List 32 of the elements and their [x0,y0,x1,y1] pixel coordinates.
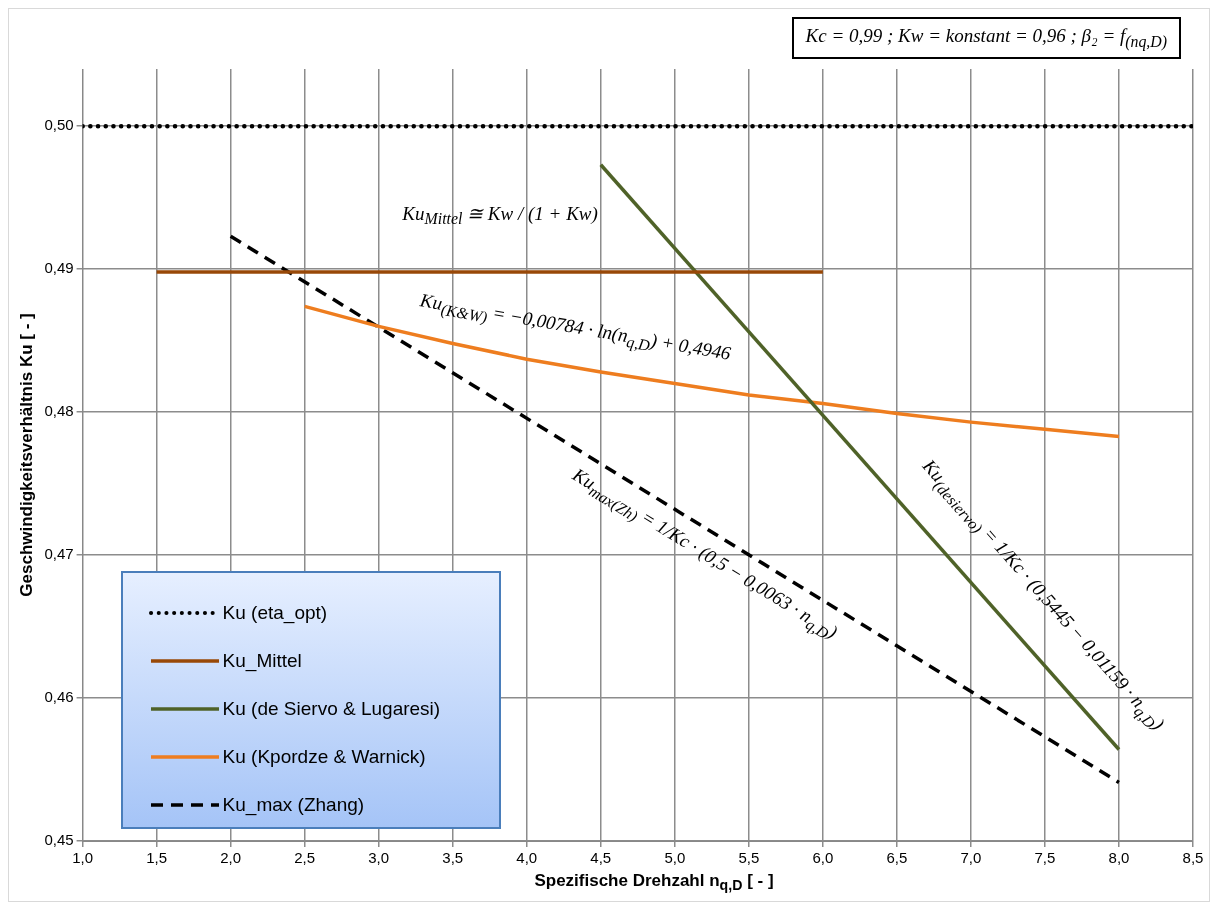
x-tick-label: 3,0 [368,849,390,867]
legend-label: Ku_Mittel [222,650,302,672]
y-tick-label: 0,47 [44,545,74,563]
x-tick-label: 6,0 [812,849,834,867]
x-tick-label: 5,5 [738,849,760,867]
y-tick-label: 0,50 [44,116,74,134]
x-tick-label: 4,0 [516,849,538,867]
legend-label: Ku (de Siervo & Lugaresi) [222,698,441,720]
x-tick-label: 8,5 [1182,849,1204,867]
legend-label: Ku (Kpordze & Warnick) [222,746,426,768]
text: Kc = 0,99 ; Kw = konstant = 0,96 ; β₂ = f$_{(nq,D)}$ [791,17,1181,59]
x-tick-label: 2,5 [294,849,316,867]
annotation: Ku$_{(K&W)}$ = −0,00784 · ln(n$_{q,D}$) + 0,4946 [417,289,732,367]
y-tick-label: 0,45 [44,831,74,849]
annotation: Ku$_{Mittel}$ ≅ Kw / (1 + Kw) [402,201,598,229]
x-tick-label: 7,0 [960,849,982,867]
x-tick-label: 5,0 [664,849,686,867]
x-tick-label: 7,5 [1034,849,1056,867]
x-tick-label: 1,5 [146,849,168,867]
x-axis-title: Spezifische Drehzahl n$_{q,D}$ [ - ] [533,871,775,896]
x-tick-label: 8,0 [1108,849,1130,867]
y-axis-title: Geschwindigkeitsverhältnis Ku [ - ] [16,313,36,597]
y-tick-label: 0,48 [44,402,74,420]
x-tick-label: 6,5 [886,849,908,867]
y-tick-label: 0,49 [44,259,74,277]
x-tick-label: 3,5 [442,849,464,867]
legend-label: Ku (eta_opt) [222,602,328,624]
x-tick-label: 2,0 [220,849,242,867]
legend-label: Ku_max (Zhang) [222,794,365,816]
x-tick-label: 4,5 [590,849,612,867]
y-tick-label: 0,46 [44,688,74,706]
x-tick-label: 1,0 [72,849,94,867]
